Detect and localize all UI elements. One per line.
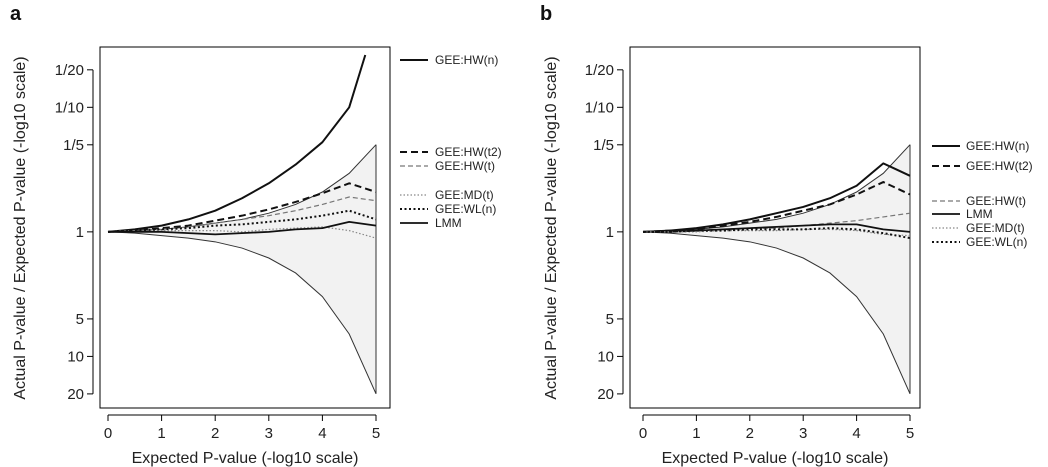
x-axis-a: 0 1 2 3 4 5 <box>104 414 380 442</box>
y-tick-label-b: 5 <box>606 311 614 328</box>
y-tick-label-a: 1/20 <box>55 62 84 79</box>
plot-frame-b <box>629 46 921 409</box>
y-tick-label-b: 20 <box>597 386 614 403</box>
panel-letter-a: a <box>10 3 22 25</box>
x-tick-label-b: 2 <box>746 425 754 442</box>
envelope-lower-a <box>107 231 377 394</box>
legend-b: GEE:HW(n) GEE:HW(t2) GEE:HW(t)LMMGEE:MD(t)… <box>932 139 1033 249</box>
x-axis-title-a: Expected P-value (-log10 scale) <box>132 450 359 467</box>
series-line-a-gee-hw-t2- <box>107 182 377 233</box>
envelope-lower-b <box>642 231 911 394</box>
y-tick-label-a: 1 <box>76 224 84 241</box>
y-tick-label-a: 1/5 <box>63 137 84 154</box>
x-tick-label-b: 5 <box>906 425 914 442</box>
y-tick-label-a: 5 <box>76 311 84 328</box>
x-tick-label-a: 2 <box>211 425 219 442</box>
x-tick-label-b: 0 <box>639 425 647 442</box>
x-axis-title-b: Expected P-value (-log10 scale) <box>662 450 889 467</box>
x-tick-label-b: 4 <box>852 425 860 442</box>
envelope-a <box>107 144 377 394</box>
y-tick-label-a: 1/10 <box>55 99 84 116</box>
y-axis-a: 1/20 1/10 1/5 1 5 10 20 <box>55 62 94 403</box>
x-axis-b: 0 1 2 3 4 5 <box>639 414 914 442</box>
series-line-a-lmm <box>108 220 377 236</box>
envelope-fill-a <box>108 144 376 394</box>
plot-frame-a <box>99 46 391 409</box>
series-group-a <box>107 54 377 239</box>
y-tick-label-b: 1/20 <box>585 62 614 79</box>
legend-label-b: GEE:HW(t) <box>966 194 1026 208</box>
legend-label-a: GEE:MD(t) <box>435 188 494 202</box>
panel-b: b 0 1 2 3 4 5 1/20 1/10 1/5 1 5 10 20 Expected P-va… <box>540 3 1033 467</box>
y-tick-label-b: 1 <box>606 224 614 241</box>
legend-label-b: GEE:HW(t2) <box>966 159 1033 173</box>
x-tick-label-a: 1 <box>157 425 165 442</box>
legend-a: GEE:HW(n) GEE:HW(t2)GEE:HW(t) GEE:MD(t)GEE… <box>400 53 502 230</box>
y-tick-label-a: 20 <box>67 386 84 403</box>
legend-label-a: LMM <box>435 216 462 230</box>
legend-label-b: GEE:HW(n) <box>966 139 1029 153</box>
x-tick-label-b: 1 <box>692 425 700 442</box>
series-line-b-lmm <box>643 223 911 233</box>
legend-label-a: GEE:HW(n) <box>435 53 498 67</box>
legend-label-b: LMM <box>966 207 993 221</box>
series-line-b-gee-hw-t2- <box>642 181 911 233</box>
legend-label-b: GEE:MD(t) <box>966 221 1025 235</box>
y-tick-label-b: 10 <box>597 348 614 365</box>
series-group-b <box>642 162 911 240</box>
y-axis-title-b: Actual P-value / Expected P-value (-log1… <box>543 56 560 399</box>
panel-a: a 0 1 2 3 4 5 1/20 1/10 1/5 1 5 10 20 Expected P-va… <box>10 3 502 467</box>
series-line-a-gee-md-t- <box>108 226 377 239</box>
y-tick-label-a: 10 <box>67 348 84 365</box>
series-line-b-gee-md-t- <box>643 228 911 237</box>
x-tick-label-a: 3 <box>265 425 273 442</box>
x-tick-label-a: 0 <box>104 425 112 442</box>
series-line-a-gee-hw-t- <box>107 196 377 233</box>
y-tick-label-b: 1/10 <box>585 99 614 116</box>
y-tick-label-b: 1/5 <box>593 137 614 154</box>
envelope-fill-b <box>643 144 910 394</box>
x-tick-label-a: 4 <box>318 425 326 442</box>
legend-label-b: GEE:WL(n) <box>966 235 1027 249</box>
envelope-b <box>642 144 911 394</box>
panel-letter-b: b <box>540 3 552 25</box>
legend-label-a: GEE:WL(n) <box>435 202 496 216</box>
y-axis-b: 1/20 1/10 1/5 1 5 10 20 <box>585 62 624 403</box>
x-tick-label-b: 3 <box>799 425 807 442</box>
series-line-a-gee-hw-n- <box>107 54 367 233</box>
y-axis-title-a: Actual P-value / Expected P-value (-log1… <box>12 56 29 399</box>
x-tick-label-a: 5 <box>372 425 380 442</box>
legend-label-a: GEE:HW(t2) <box>435 145 502 159</box>
legend-label-a: GEE:HW(t) <box>435 159 495 173</box>
